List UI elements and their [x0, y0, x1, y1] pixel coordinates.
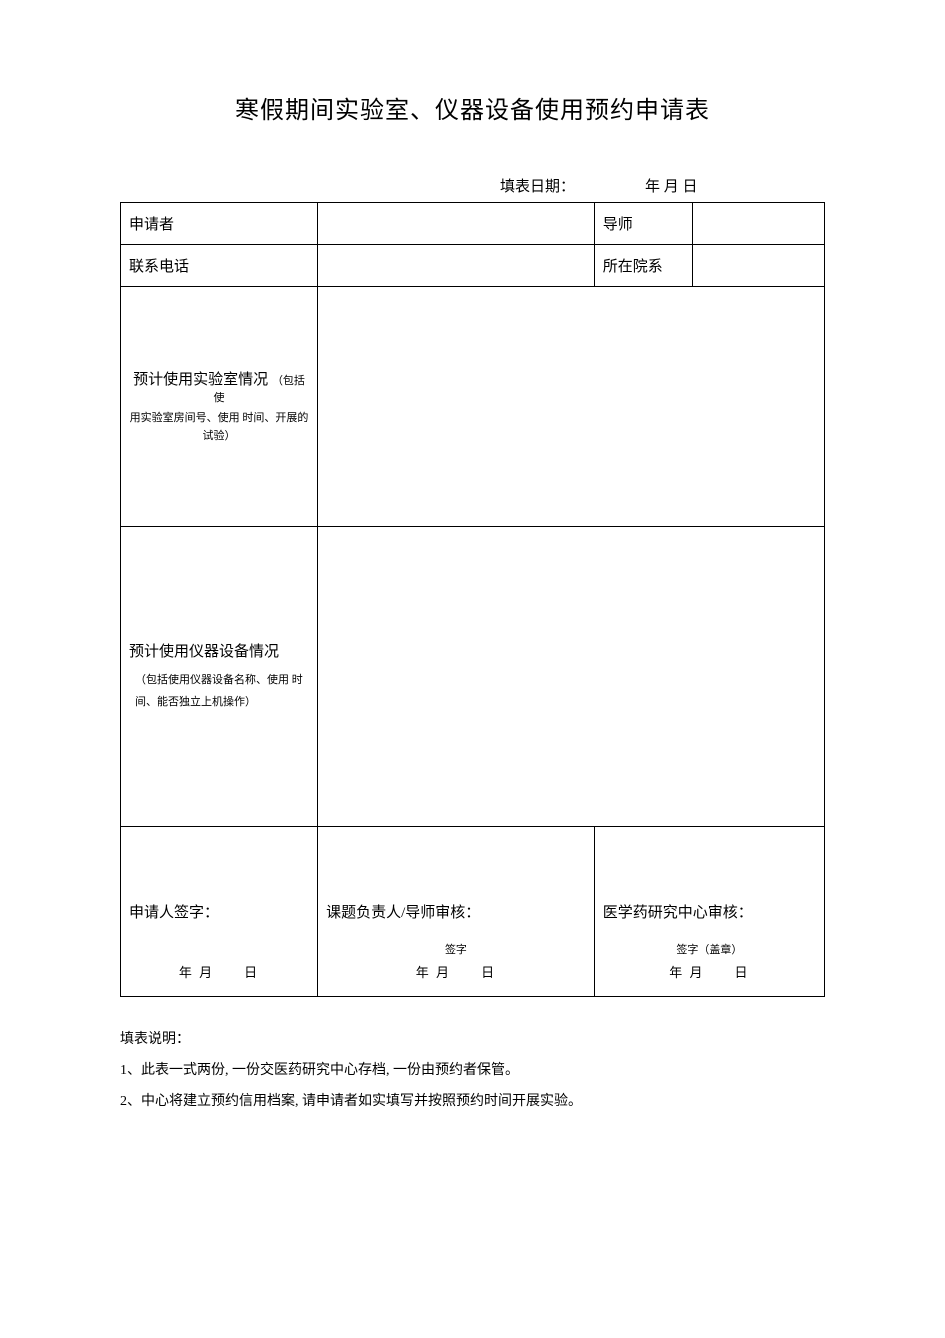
- dept-value-cell: [693, 245, 825, 287]
- sig-date-ym: 年 月: [416, 965, 451, 980]
- notes-section: 填表说明： 1、此表一式两份, 一份交医药研究中心存档, 一份由预约者保管。 2…: [120, 1025, 825, 1117]
- notes-item-2: 2、中心将建立预约信用档案, 请申请者如实填写并按照预约时间开展实验。: [120, 1087, 825, 1118]
- notes-item-1: 1、此表一式两份, 一份交医药研究中心存档, 一份由预约者保管。: [120, 1056, 825, 1087]
- center-signature-date: 签字（盖章） 年 月 日: [595, 940, 824, 986]
- applicant-signature-cell: 申请人签字： 年 月 日: [121, 827, 318, 997]
- lab-usage-main: 预计使用实验室情况: [133, 372, 268, 388]
- lab-usage-label-cell: 预计使用实验室情况 （包括使 用实验室房间号、使用 时间、开展的试验）: [121, 287, 318, 527]
- equip-usage-sub: （包括使用仪器设备名称、使用 时间、能否独立上机操作）: [129, 669, 309, 713]
- supervisor-label-cell: 导师: [594, 203, 693, 245]
- supervisor-signature-cell: 课题负责人/导师审核： 签字 年 月 日: [318, 827, 595, 997]
- lab-usage-sub-block: 用实验室房间号、使用 时间、开展的试验）: [129, 410, 309, 445]
- phone-label-cell: 联系电话: [121, 245, 318, 287]
- equip-usage-label-cell: 预计使用仪器设备情况 （包括使用仪器设备名称、使用 时间、能否独立上机操作）: [121, 527, 318, 827]
- supervisor-sign-small: 签字: [318, 940, 594, 961]
- lab-usage-value-cell: [318, 287, 825, 527]
- application-form-table: 申请者 导师 联系电话 所在院系 预计使用实验室情况 （包括使 用实验室房间号、…: [120, 202, 825, 997]
- fill-date-line: 填表日期： 年 月 日: [120, 175, 825, 196]
- page-title: 寒假期间实验室、仪器设备使用预约申请表: [120, 90, 825, 125]
- center-signature-cell: 医学药研究中心审核： 签字（盖章） 年 月 日: [594, 827, 824, 997]
- phone-value-cell: [318, 245, 595, 287]
- supervisor-signature-date: 签字 年 月 日: [318, 940, 594, 986]
- table-row: 申请人签字： 年 月 日 课题负责人/导师审核： 签字 年 月 日 医学药研究中心审…: [121, 827, 825, 997]
- equip-usage-value-cell: [318, 527, 825, 827]
- center-signature-label: 医学药研究中心审核：: [603, 901, 816, 922]
- table-row: 预计使用仪器设备情况 （包括使用仪器设备名称、使用 时间、能否独立上机操作）: [121, 527, 825, 827]
- applicant-label-cell: 申请者: [121, 203, 318, 245]
- notes-head: 填表说明：: [120, 1025, 825, 1056]
- sig-date-d: 日: [244, 965, 259, 980]
- dept-label-cell: 所在院系: [594, 245, 693, 287]
- applicant-signature-date: 年 月日: [121, 961, 317, 986]
- sig-date-ym: 年 月: [669, 965, 704, 980]
- supervisor-value-cell: [693, 203, 825, 245]
- table-row: 申请者 导师: [121, 203, 825, 245]
- table-row: 联系电话 所在院系: [121, 245, 825, 287]
- fill-date-suffix: 年 月 日: [645, 179, 698, 195]
- center-sign-small: 签字（盖章）: [595, 940, 824, 961]
- sig-date-d: 日: [735, 965, 750, 980]
- supervisor-signature-label: 课题负责人/导师审核：: [326, 901, 586, 922]
- equip-usage-main: 预计使用仪器设备情况: [129, 640, 309, 661]
- applicant-signature-label: 申请人签字：: [129, 901, 309, 922]
- fill-date-label: 填表日期：: [500, 179, 575, 195]
- table-row: 预计使用实验室情况 （包括使 用实验室房间号、使用 时间、开展的试验）: [121, 287, 825, 527]
- sig-date-ym: 年 月: [179, 965, 214, 980]
- applicant-value-cell: [318, 203, 595, 245]
- sig-date-d: 日: [481, 965, 496, 980]
